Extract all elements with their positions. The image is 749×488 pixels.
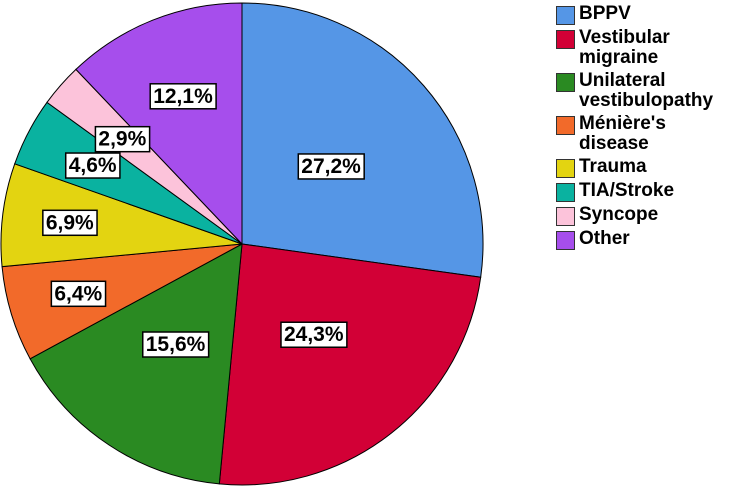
legend-swatch [556, 30, 575, 49]
legend-label: Unilateral vestibulopathy [579, 70, 714, 111]
legend-swatch [556, 159, 575, 178]
pie-slice-trauma [0, 163, 243, 268]
legend-item-m-ni-re-s-disease: Ménière's disease [556, 114, 713, 154]
data-label-other: 12,1% [149, 83, 217, 110]
pie-slice-other [75, 2, 243, 246]
data-label-vestibular-migraine: 24,3% [280, 321, 348, 348]
legend-swatch [556, 183, 575, 202]
svg-text:6,9%: 6,9% [46, 211, 94, 234]
legend-item-tia-stroke: TIA/Stroke [556, 181, 713, 202]
pie-slice-bppv [241, 2, 484, 278]
legend-label: Trauma [579, 156, 647, 177]
legend-label: BPPV [579, 3, 631, 24]
legend-item-syncope: Syncope [556, 205, 713, 226]
chart-legend: BPPV Vestibular migraine Unilateral vestib… [556, 4, 713, 253]
legend-label: TIA/Stroke [579, 180, 675, 201]
svg-text:15,6%: 15,6% [146, 333, 206, 356]
svg-text:27,2%: 27,2% [301, 155, 361, 178]
pie-slice-vestibular-migraine [218, 243, 482, 486]
legend-label: Vestibular migraine [579, 27, 670, 68]
data-label-syncope: 2,9% [94, 125, 151, 153]
svg-text:12,1%: 12,1% [153, 85, 213, 108]
data-label-bppv: 27,2% [297, 153, 365, 180]
legend-item-vestibular-migraine: Vestibular migraine [556, 28, 713, 68]
legend-swatch [556, 207, 575, 226]
legend-item-other: Other [556, 229, 713, 250]
legend-swatch [556, 116, 575, 135]
legend-label: Ménière's disease [579, 113, 666, 154]
legend-label: Syncope [579, 204, 659, 225]
data-label-tia-stroke: 4,6% [64, 152, 121, 179]
svg-text:2,9%: 2,9% [98, 128, 146, 151]
pie-slice-unilateral-vestibulopathy [29, 243, 243, 485]
svg-text:4,6%: 4,6% [69, 154, 117, 177]
svg-text:24,3%: 24,3% [284, 323, 344, 346]
legend-swatch [556, 231, 575, 250]
legend-item-trauma: Trauma [556, 157, 713, 178]
data-label-unilateral-vestibulopathy: 15,6% [142, 331, 210, 358]
data-label-m-ni-re-s-disease: 6,4% [50, 280, 107, 308]
legend-swatch [556, 73, 575, 92]
legend-item-unilateral-vestibulopathy: Unilateral vestibulopathy [556, 71, 713, 111]
legend-swatch [556, 6, 575, 25]
legend-label: Other [579, 228, 630, 249]
data-label-trauma: 6,9% [42, 209, 98, 237]
legend-item-bppv: BPPV [556, 4, 713, 25]
svg-text:6,4%: 6,4% [54, 282, 102, 305]
